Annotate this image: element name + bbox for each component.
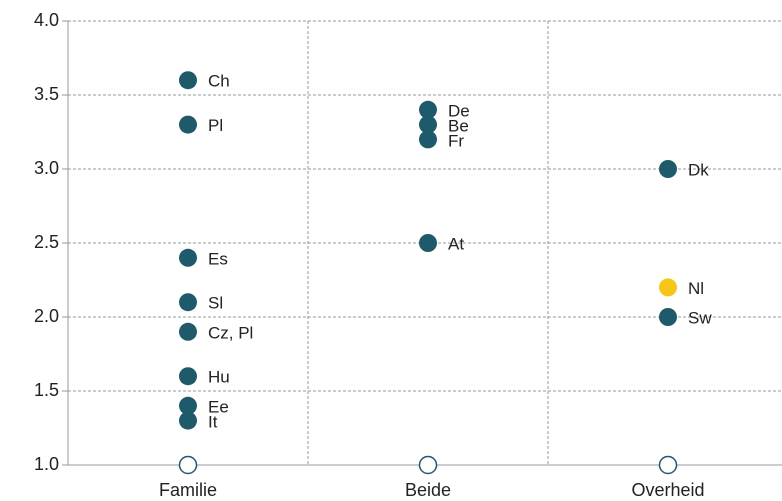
y-tick-label: 1.5 — [34, 380, 59, 400]
dot — [658, 455, 678, 475]
point-label: Ch — [208, 72, 230, 91]
point-label: It — [208, 412, 218, 431]
point-label: Hu — [208, 368, 230, 387]
dot — [179, 367, 197, 386]
point-label: Nl — [688, 279, 704, 298]
dot — [659, 160, 677, 178]
y-tick-label: 1.0 — [34, 454, 59, 474]
point-label: Es — [208, 249, 228, 268]
dot — [419, 115, 437, 134]
x-tick-label: Familie — [159, 480, 217, 500]
y-tick-label: 3.5 — [34, 84, 59, 104]
dot — [659, 278, 677, 297]
dot — [419, 130, 437, 149]
y-tick-label: 3.0 — [34, 158, 59, 178]
point-label: Cz, Pl — [208, 323, 253, 342]
dot — [179, 293, 197, 312]
y-tick-label: 2.0 — [34, 306, 59, 326]
dot — [179, 396, 197, 415]
point-label: Dk — [688, 160, 709, 179]
dot — [418, 455, 438, 475]
point-label: At — [448, 234, 464, 253]
y-tick-label: 4.0 — [34, 10, 59, 30]
dot — [179, 411, 197, 430]
dot — [179, 322, 197, 341]
dot — [179, 71, 197, 90]
point-label: Ee — [208, 397, 229, 416]
x-tick-label: Beide — [405, 480, 451, 500]
dot — [419, 234, 437, 252]
point-label: Fr — [448, 131, 464, 150]
point-label: Pl — [208, 116, 223, 135]
dot — [659, 308, 677, 326]
x-tick-label: Overheid — [631, 480, 704, 500]
point-label: Sl — [208, 294, 223, 313]
point-label: Sw — [688, 308, 712, 327]
dot — [419, 100, 437, 119]
dot — [179, 115, 197, 134]
point-label: De — [448, 101, 470, 120]
point-label: Be — [448, 116, 469, 135]
y-tick-label: 2.5 — [34, 232, 59, 252]
dot — [179, 248, 197, 267]
dot — [178, 455, 198, 475]
